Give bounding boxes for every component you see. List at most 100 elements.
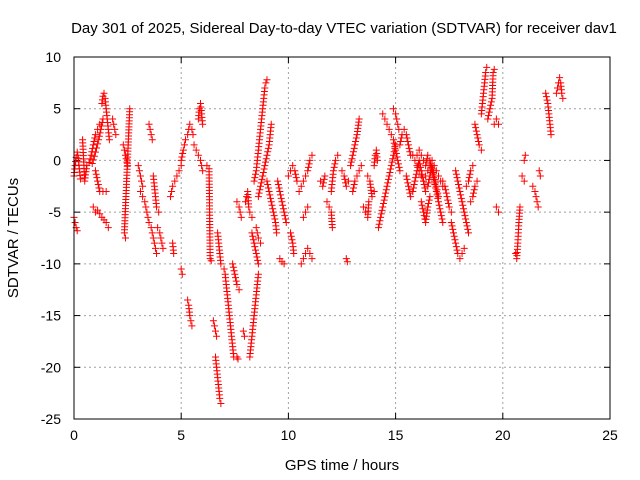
data-point [462,182,470,190]
data-point [252,224,260,232]
data-point [292,174,300,182]
data-point [270,212,278,220]
data-point [454,177,462,185]
data-point [73,148,81,156]
data-point [477,146,485,154]
data-point [178,270,186,278]
data-point [483,63,491,71]
data-point [426,156,434,164]
data-point [419,208,427,216]
data-point [321,172,329,180]
data-point [151,244,159,252]
data-point [393,153,401,161]
data-point [487,101,495,109]
data-point [520,177,528,185]
data-point [396,167,404,175]
data-point [392,146,400,154]
data-point [96,210,104,218]
x-tick-label: 20 [495,427,511,443]
data-point [492,115,500,123]
data-point [91,167,99,175]
data-point [487,98,495,106]
data-point [403,175,411,183]
data-point [85,158,93,166]
data-point [392,150,400,158]
data-point [469,162,477,170]
data-point [278,198,286,206]
data-point [249,236,257,244]
data-point [102,218,110,226]
data-point [147,224,155,232]
data-point [406,148,414,156]
data-point [229,260,237,268]
data-point [433,191,441,199]
chart-title: Day 301 of 2025, Sidereal Day-to-day VTE… [71,20,617,37]
data-point [534,203,542,211]
data-point [437,212,445,220]
data-point [377,213,385,221]
data-point [142,203,150,211]
data-point [403,134,411,142]
data-point [253,229,261,237]
data-point [342,182,350,190]
data-point [90,137,98,145]
x-tick-label: 0 [70,427,78,443]
data-point [415,167,423,175]
data-point [384,175,392,183]
data-point [418,170,426,178]
data-point [299,177,307,185]
data-point [86,155,94,163]
data-point [220,265,228,273]
data-point [98,100,106,108]
data-point [240,332,248,340]
data-point [355,167,363,175]
data-point [120,229,128,237]
data-point [397,137,405,145]
data-point [495,208,503,216]
data-point [289,162,297,170]
data-point [370,187,378,195]
data-point [392,110,400,118]
data-point [388,158,396,166]
data-point [155,208,163,216]
data-point [284,172,292,180]
data-point [277,194,285,202]
data-point [184,296,192,304]
data-point [424,182,432,190]
data-point [425,196,433,204]
data-point [461,212,469,220]
data-point [273,229,281,237]
data-point [438,215,446,223]
data-point [157,234,165,242]
data-point [543,96,551,104]
data-point [277,191,285,199]
data-point [275,184,283,192]
data-point [262,158,270,166]
y-tick-labels: 10 5 0 -5 -10 -15 -20 -25 [41,49,61,427]
data-point [454,181,462,189]
data-point [386,168,394,176]
data-point [432,187,440,195]
data-point [135,167,143,175]
data-point [471,120,479,128]
data-point [419,205,427,213]
data-point [459,205,467,213]
data-point [329,167,337,175]
data-point [449,229,457,237]
data-point [111,125,119,133]
data-point [256,186,264,194]
data-point [404,137,412,145]
data-point [217,260,225,268]
data-point [245,203,253,211]
data-point [257,179,265,187]
data-point [332,156,340,164]
data-point [89,156,97,164]
data-point [146,125,154,133]
data-point [383,182,391,190]
data-point [149,234,157,242]
data-point [475,141,483,149]
data-point [94,181,102,189]
data-point [431,181,439,189]
data-point [331,160,339,168]
